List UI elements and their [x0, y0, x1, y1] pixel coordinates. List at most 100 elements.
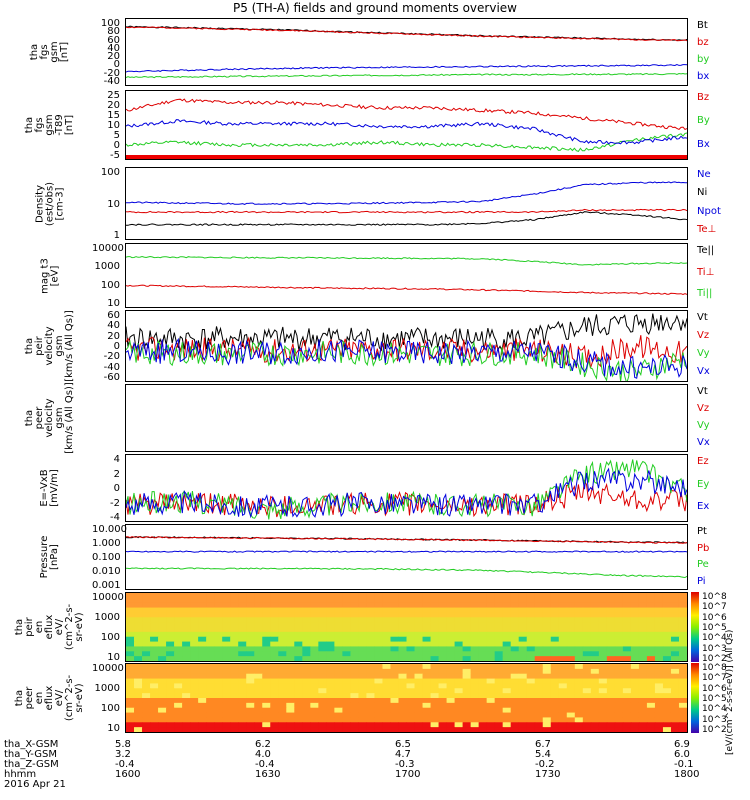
heatmap-cell — [542, 597, 552, 604]
heatmap-cell — [190, 698, 199, 704]
heatmap-cell — [294, 673, 303, 680]
heatmap-cell — [558, 668, 568, 675]
heatmap-cell — [558, 656, 568, 661]
heatmap-cell — [190, 722, 199, 728]
heatmap-cell — [558, 622, 568, 628]
heatmap-cell — [366, 656, 375, 661]
heatmap-cell — [302, 617, 311, 623]
heatmap-cell — [310, 593, 319, 599]
heatmap-cell — [518, 602, 528, 609]
heatmap-cell — [662, 712, 672, 718]
heatmap-cell — [438, 622, 448, 628]
heatmap-cell — [270, 627, 279, 633]
heatmap-cell — [494, 707, 504, 714]
heatmap-cell — [422, 656, 432, 661]
heatmap-cell — [366, 688, 375, 694]
heatmap-cell — [670, 698, 680, 704]
heatmap-cell — [638, 727, 648, 732]
heatmap-cell — [342, 693, 351, 699]
heatmap-cell — [166, 688, 175, 694]
heatmap-cell — [318, 622, 327, 628]
heatmap-cell — [350, 622, 359, 628]
heatmap-cell — [278, 717, 287, 723]
heatmap-cell — [462, 698, 472, 704]
heatmap-cell — [398, 617, 407, 623]
panel-9-ytick: 1000 — [94, 612, 120, 623]
panel-7-ytick: 4 — [113, 454, 120, 465]
heatmap-cell — [326, 683, 335, 689]
heatmap-cell — [414, 688, 424, 694]
heatmap-cell — [558, 602, 568, 609]
heatmap-cell — [478, 607, 488, 613]
heatmap-cell — [406, 688, 416, 694]
heatmap-cell — [262, 651, 271, 657]
heatmap-cell — [534, 612, 544, 618]
panel-8-ytick: 0.010 — [92, 566, 121, 577]
heatmap-cell — [430, 712, 440, 718]
heatmap-cell — [494, 673, 504, 680]
heatmap-cell — [150, 602, 159, 609]
heatmap-cell — [158, 651, 167, 657]
heatmap-cell — [310, 727, 319, 732]
heatmap-cell — [134, 678, 143, 684]
heatmap-cell — [550, 597, 560, 604]
heatmap-cell — [270, 698, 279, 704]
heatmap-cell — [190, 683, 199, 689]
heatmap-cell — [326, 673, 335, 680]
panel-7-ytick: -2 — [110, 497, 120, 509]
heatmap-cell — [382, 627, 391, 633]
heatmap-cell — [222, 727, 231, 732]
heatmap-cell — [670, 702, 680, 709]
heatmap-cell — [350, 693, 359, 699]
heatmap-cell — [254, 617, 263, 623]
heatmap-cell — [598, 617, 608, 623]
heatmap-cell — [390, 631, 399, 638]
heatmap-cell — [598, 593, 608, 599]
heatmap-cell — [350, 646, 359, 652]
heatmap-cell — [286, 631, 295, 638]
heatmap-cell — [526, 668, 536, 675]
panel-4 — [125, 243, 688, 308]
heatmap-cell — [654, 727, 664, 732]
heatmap-cell — [342, 727, 351, 732]
heatmap-cell — [566, 627, 576, 633]
heatmap-cell — [614, 636, 624, 643]
heatmap-cell — [526, 607, 536, 613]
heatmap-cell — [438, 651, 448, 657]
heatmap-cell — [238, 722, 247, 728]
heatmap-cell — [134, 631, 143, 638]
heatmap-cell — [438, 593, 448, 599]
heatmap-cell — [566, 646, 576, 652]
heatmap-cell — [446, 627, 456, 633]
heatmap-cell — [670, 707, 680, 714]
heatmap-cell — [654, 688, 664, 694]
heatmap-cell — [150, 622, 159, 628]
heatmap-cell — [534, 683, 544, 689]
heatmap-cell — [430, 702, 440, 709]
heatmap-cell — [486, 693, 496, 699]
heatmap-cell — [374, 627, 383, 633]
heatmap-cell — [374, 622, 383, 628]
heatmap-cell — [246, 607, 255, 613]
heatmap-cell — [254, 693, 263, 699]
heatmap-cell — [254, 627, 263, 633]
heatmap-cell — [670, 627, 680, 633]
heatmap-cell — [470, 597, 480, 604]
heatmap-cell — [390, 607, 399, 613]
heatmap-cell — [406, 631, 416, 638]
heatmap-cell — [414, 612, 424, 618]
heatmap-cell — [526, 678, 536, 684]
heatmap-cell — [510, 612, 520, 618]
heatmap-cell — [358, 617, 367, 623]
heatmap-cell — [134, 636, 143, 643]
heatmap-cell — [366, 712, 375, 718]
heatmap-cell — [590, 673, 600, 680]
heatmap-cell — [614, 693, 624, 699]
heatmap-cell — [406, 693, 416, 699]
heatmap-cell — [414, 602, 424, 609]
heatmap-cell — [310, 627, 319, 633]
heatmap-cell — [510, 636, 520, 643]
heatmap-cell — [390, 612, 399, 618]
heatmap-cell — [334, 693, 343, 699]
heatmap-cell — [486, 612, 496, 618]
